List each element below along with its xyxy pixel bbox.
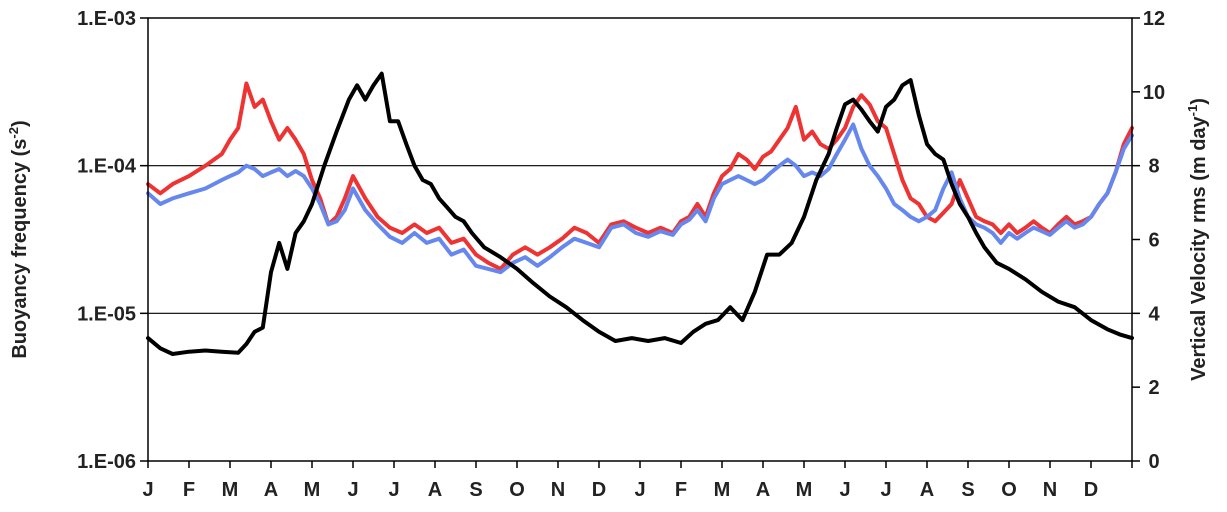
x-tick-label: M bbox=[714, 479, 731, 501]
left-tick-label: 1.E-06 bbox=[77, 451, 136, 473]
right-axis-title: Vertical Velocity rms (m day-1) bbox=[1185, 98, 1210, 381]
x-tick-label: J bbox=[880, 479, 891, 501]
right-tick-label: 0 bbox=[1148, 451, 1159, 473]
left-tick-label: 1.E-03 bbox=[77, 8, 136, 30]
left-axis-ticks: 1.E-06 1.E-05 1.E-04 1.E-03 bbox=[77, 8, 148, 473]
right-axis-ticks: 0 2 4 6 8 10 12 bbox=[1132, 8, 1165, 473]
x-tick-label: A bbox=[756, 479, 770, 501]
x-tick-label: N bbox=[551, 479, 565, 501]
x-tick-label: J bbox=[634, 479, 645, 501]
left-tick-label: 1.E-05 bbox=[77, 303, 136, 325]
x-tick-label: M bbox=[222, 479, 239, 501]
right-axis-unit-sup: -1 bbox=[1185, 105, 1200, 117]
x-tick-label: F bbox=[183, 479, 195, 501]
series-line-2 bbox=[146, 122, 1134, 275]
left-tick-label: 1.E-04 bbox=[77, 156, 137, 178]
right-axis-title-text: Vertical Velocity rms bbox=[1188, 186, 1210, 381]
x-tick-label: F bbox=[675, 479, 687, 501]
series-line-0 bbox=[146, 71, 1134, 356]
right-tick-label: 6 bbox=[1148, 230, 1159, 252]
right-tick-label: 8 bbox=[1148, 156, 1159, 178]
right-tick-label: 4 bbox=[1148, 303, 1160, 325]
x-tick-label: A bbox=[428, 479, 442, 501]
x-tick-label: O bbox=[509, 479, 525, 501]
x-tick-label: N bbox=[1043, 479, 1057, 501]
series-lines bbox=[146, 71, 1134, 356]
left-axis-unit-prefix: (s bbox=[9, 139, 31, 157]
x-tick-label: J bbox=[839, 479, 850, 501]
x-tick-label: J bbox=[347, 479, 358, 501]
x-tick-label: D bbox=[592, 479, 606, 501]
x-tick-label: S bbox=[961, 479, 974, 501]
x-tick-label: A bbox=[920, 479, 934, 501]
x-tick-label: O bbox=[1001, 479, 1017, 501]
x-tick-label: D bbox=[1084, 479, 1098, 501]
left-axis-title: Buoyancy frequency (s-2) bbox=[6, 120, 31, 358]
right-axis-unit-suffix: ) bbox=[1188, 98, 1210, 105]
x-tick-label: A bbox=[264, 479, 278, 501]
right-tick-label: 2 bbox=[1148, 377, 1159, 399]
right-axis-unit-prefix: (m day bbox=[1188, 115, 1210, 180]
x-tick-label: M bbox=[304, 479, 321, 501]
right-tick-label: 12 bbox=[1143, 8, 1165, 30]
x-tick-label: J bbox=[388, 479, 399, 501]
right-tick-label: 10 bbox=[1143, 82, 1165, 104]
left-axis-unit-suffix: ) bbox=[9, 120, 31, 127]
x-tick-label: M bbox=[796, 479, 813, 501]
left-axis-unit-sup: -2 bbox=[6, 127, 21, 139]
left-axis-title-text: Buoyancy frequency bbox=[9, 161, 31, 359]
x-tick-label: J bbox=[142, 479, 153, 501]
grid-lines bbox=[148, 165, 1132, 314]
x-tick-label: S bbox=[469, 479, 482, 501]
